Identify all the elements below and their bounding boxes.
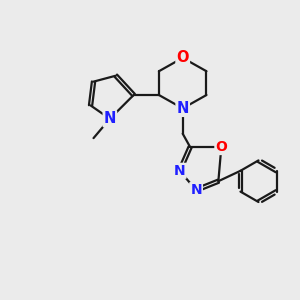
Text: O: O (215, 140, 227, 154)
Text: N: N (176, 101, 189, 116)
Text: O: O (176, 50, 189, 65)
Text: N: N (174, 164, 185, 178)
Text: N: N (104, 111, 116, 126)
Text: N: N (190, 183, 202, 197)
